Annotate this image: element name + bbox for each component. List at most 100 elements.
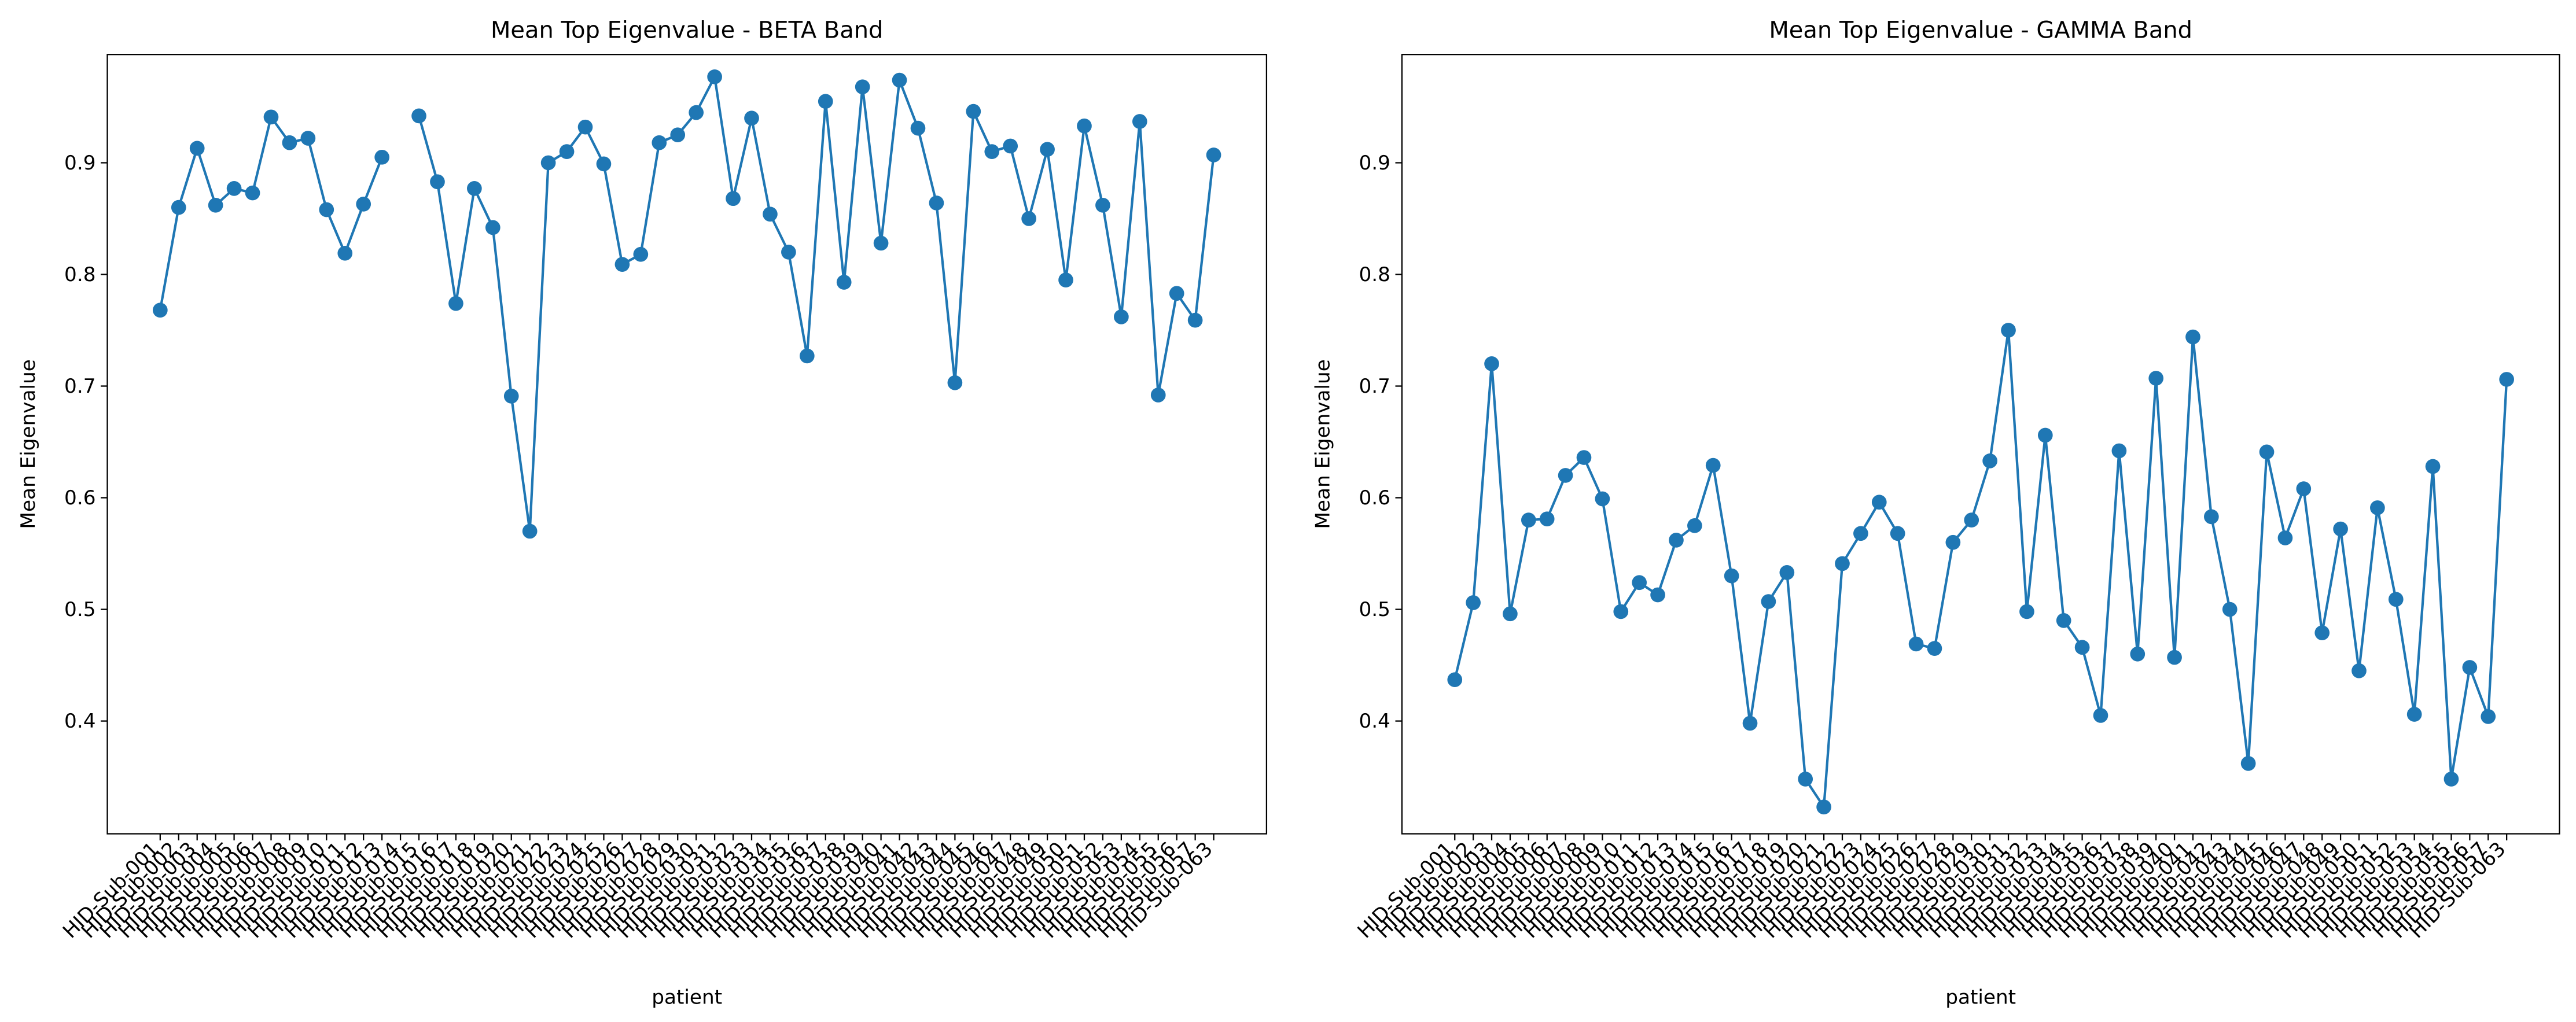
data-point <box>652 135 667 150</box>
data-point <box>2443 772 2459 787</box>
data-point <box>984 144 1000 159</box>
data-point <box>1798 772 1813 787</box>
data-point <box>2019 604 2034 619</box>
data-point <box>1705 457 1721 473</box>
data-point <box>1927 641 1942 656</box>
data-point <box>2333 521 2348 537</box>
data-point <box>1908 636 1924 652</box>
data-point <box>2406 707 2422 722</box>
data-point <box>2388 592 2404 607</box>
data-point <box>2314 625 2330 640</box>
data-point <box>1114 309 1129 324</box>
data-point <box>2351 663 2367 678</box>
y-tick-label: 0.4 <box>1359 710 1390 733</box>
chart-title: Mean Top Eigenvalue - BETA Band <box>491 17 883 44</box>
y-tick-label: 0.8 <box>64 263 95 286</box>
data-point <box>689 105 704 120</box>
data-point <box>892 72 907 88</box>
data-point <box>966 104 981 119</box>
data-point <box>577 119 593 135</box>
data-point <box>2425 459 2441 474</box>
data-point <box>1816 799 1831 815</box>
data-point <box>2185 329 2200 345</box>
data-point <box>781 245 796 260</box>
data-point <box>263 109 279 125</box>
y-tick-label: 0.6 <box>64 486 95 510</box>
data-line <box>1453 330 2508 811</box>
data-point <box>2001 323 2016 338</box>
x-axis-label: patient <box>1945 986 2016 1009</box>
data-point <box>245 185 260 201</box>
data-point <box>744 110 759 126</box>
data-point <box>1521 512 1536 527</box>
data-point <box>707 69 722 84</box>
data-point <box>1169 286 1184 301</box>
data-point <box>2148 371 2164 386</box>
data-point <box>1003 138 1018 154</box>
data-point <box>1779 565 1795 580</box>
data-point <box>2167 650 2182 665</box>
data-point <box>171 200 186 215</box>
data-point <box>1132 114 1147 129</box>
y-tick-label: 0.5 <box>1359 598 1390 621</box>
data-point <box>467 180 482 196</box>
data-point <box>2240 756 2256 771</box>
data-point <box>540 155 556 171</box>
data-point <box>1632 575 1647 591</box>
data-point <box>763 206 778 222</box>
data-point <box>1150 388 1166 403</box>
data-point <box>818 94 833 109</box>
data-point <box>1484 356 1499 371</box>
data-point <box>929 195 944 211</box>
data-point <box>1058 272 1073 287</box>
data-point <box>1040 142 1055 157</box>
data-point <box>282 135 297 150</box>
chart-title: Mean Top Eigenvalue - GAMMA Band <box>1769 17 2192 44</box>
data-point <box>430 174 445 190</box>
data-point <box>1964 512 1979 527</box>
data-point <box>855 79 870 95</box>
y-tick-label: 0.4 <box>64 710 95 733</box>
data-point <box>337 245 353 261</box>
data-point <box>374 149 389 165</box>
data-point <box>1890 526 1905 541</box>
data-point <box>1077 118 1092 134</box>
data-point <box>836 275 852 290</box>
data-point <box>300 131 316 146</box>
data-point <box>1742 715 1758 731</box>
data-point <box>1613 604 1629 619</box>
data-point <box>503 389 519 404</box>
y-axis-label: Mean Eigenvalue <box>17 359 40 529</box>
data-point <box>1687 518 1702 533</box>
y-tick-label: 0.8 <box>1359 263 1390 286</box>
data-point <box>189 141 205 156</box>
y-tick-label: 0.6 <box>1359 486 1390 510</box>
data-point <box>2370 500 2385 515</box>
data-point <box>799 348 815 364</box>
data-point <box>2277 530 2293 545</box>
data-point <box>1761 594 1776 609</box>
data-point <box>2074 640 2090 655</box>
x-axis-label: patient <box>652 986 722 1009</box>
data-point <box>1558 468 1573 483</box>
data-point <box>726 191 741 206</box>
data-point <box>633 246 649 262</box>
data-point <box>2056 613 2071 628</box>
data-point <box>1982 453 1997 468</box>
data-point <box>226 180 242 196</box>
y-tick-label: 0.7 <box>64 375 95 398</box>
data-point <box>152 302 168 318</box>
y-axis-label: Mean Eigenvalue <box>1311 359 1334 529</box>
data-point <box>559 144 575 159</box>
data-point <box>1539 511 1555 527</box>
data-point <box>2222 602 2238 617</box>
data-point <box>2499 372 2514 387</box>
plot-area <box>1401 54 2560 835</box>
data-point <box>356 197 371 212</box>
data-point <box>411 108 426 124</box>
data-point <box>1945 534 1961 550</box>
data-point <box>1669 533 1684 548</box>
y-tick-label: 0.9 <box>1359 152 1390 175</box>
